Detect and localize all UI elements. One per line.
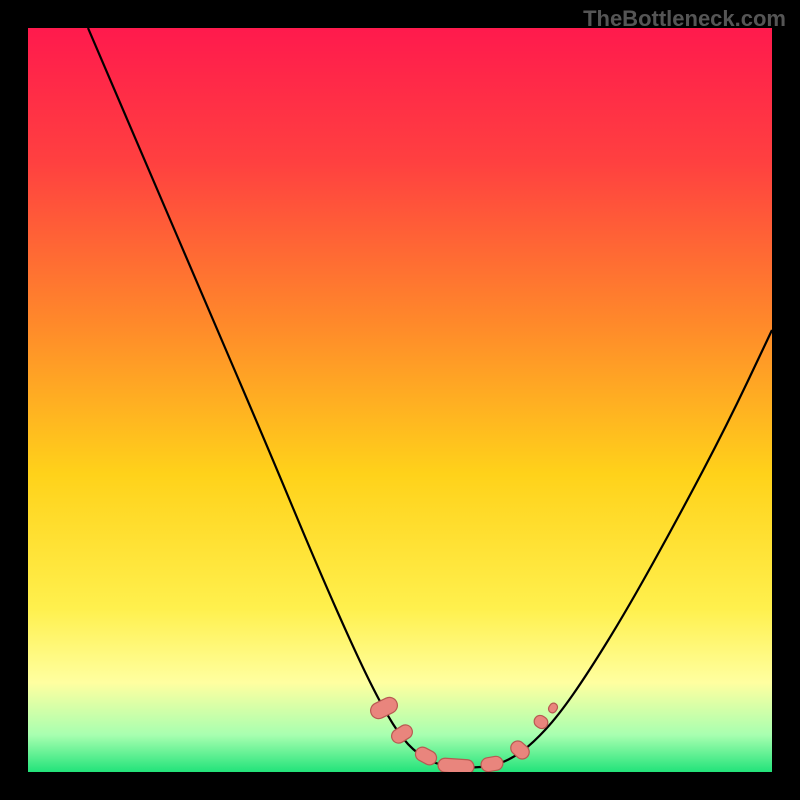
curve-marker xyxy=(480,755,504,772)
chart-frame: TheBottleneck.com xyxy=(0,0,800,800)
curve-marker xyxy=(438,758,475,772)
curve-marker xyxy=(547,702,559,715)
curve-marker xyxy=(368,695,400,722)
watermark-text: TheBottleneck.com xyxy=(583,6,786,32)
v-curve xyxy=(88,28,772,768)
curve-layer xyxy=(28,28,772,772)
